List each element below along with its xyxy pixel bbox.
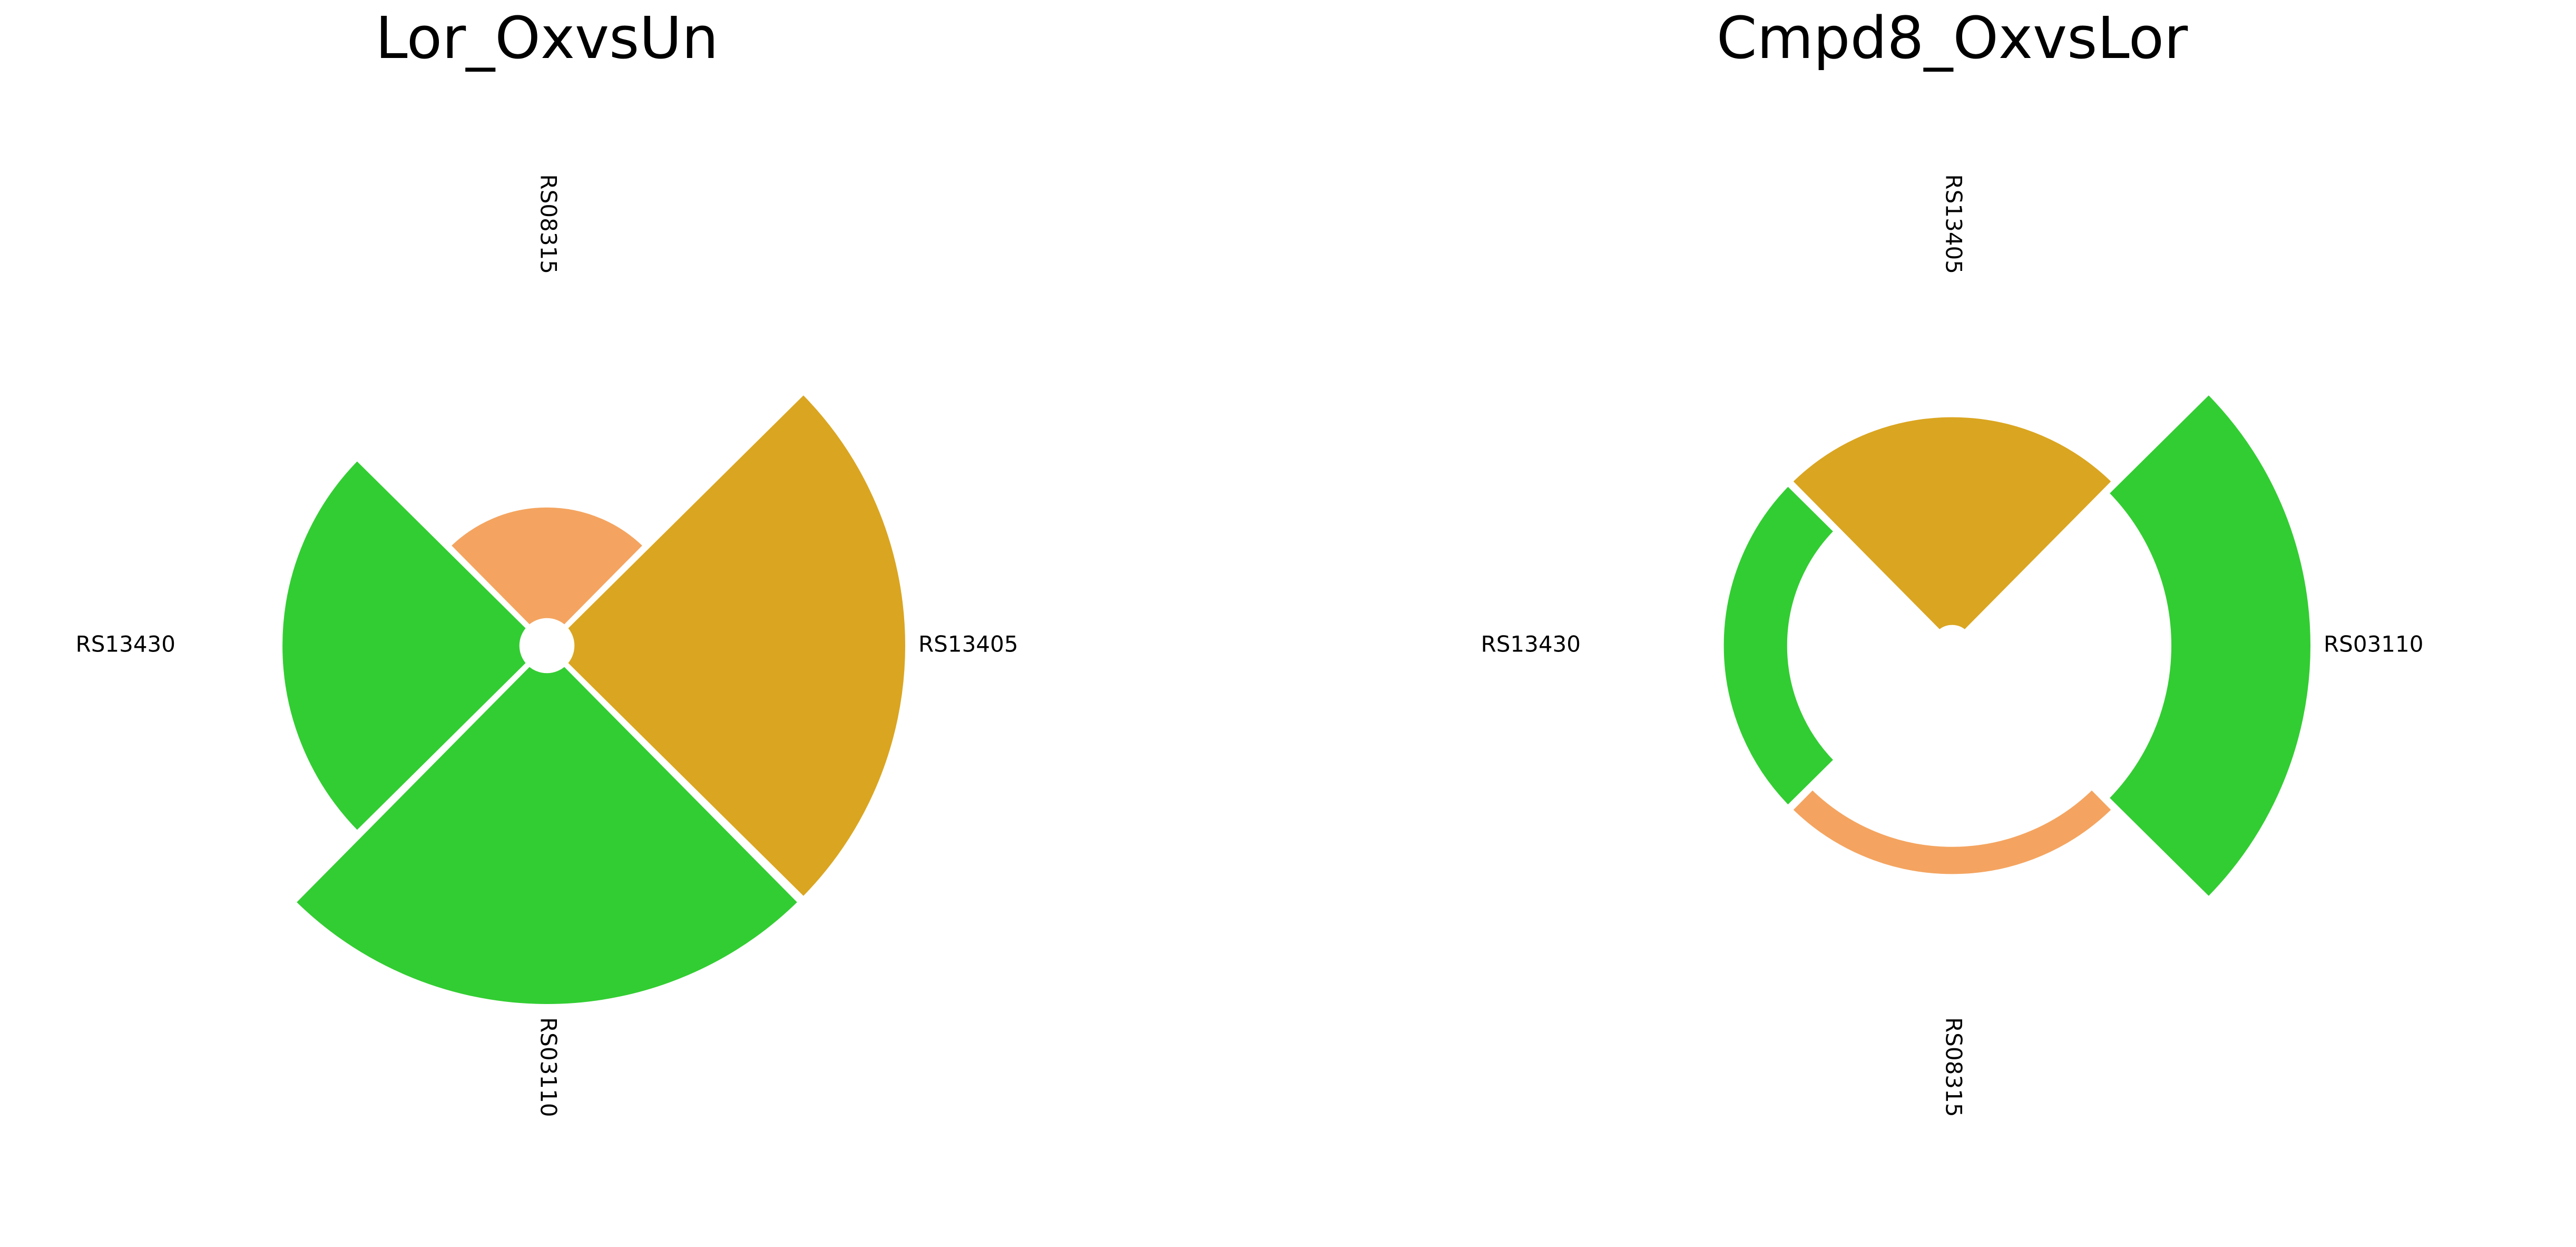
- segment-label-rs03110: RS03110: [2324, 631, 2423, 657]
- radial-chart-lor-oxvsun: Lor_OxvsUn RS08315 RS13405 RS03110 RS13430: [76, 4, 1018, 1117]
- segment-label-rs03110: RS03110: [536, 1017, 562, 1117]
- radial-chart-cmpd8-oxvslor: Cmpd8_OxvsLor RS13405 RS03110 RS08315 RS1343…: [1481, 4, 2424, 1117]
- segment-label-rs08315: RS08315: [536, 174, 562, 274]
- segment-label-rs13405: RS13405: [1941, 174, 1967, 274]
- segment-label-rs13405: RS13405: [918, 631, 1018, 657]
- center-hole: [519, 618, 575, 674]
- chart-title: Cmpd8_OxvsLor: [1717, 4, 2188, 72]
- segment-label-rs08315: RS08315: [1941, 1017, 1967, 1117]
- chart-title: Lor_OxvsUn: [375, 4, 718, 72]
- radial-bar-rs03110: [2102, 388, 2316, 903]
- radial-bar-rs08315: [1786, 783, 2119, 880]
- radial-bar-rs13430: [1718, 479, 1840, 812]
- segment-label-rs13430: RS13430: [76, 631, 175, 657]
- radial-bar-rs13405: [1786, 412, 2119, 637]
- segment-label-rs13430: RS13430: [1481, 631, 1581, 657]
